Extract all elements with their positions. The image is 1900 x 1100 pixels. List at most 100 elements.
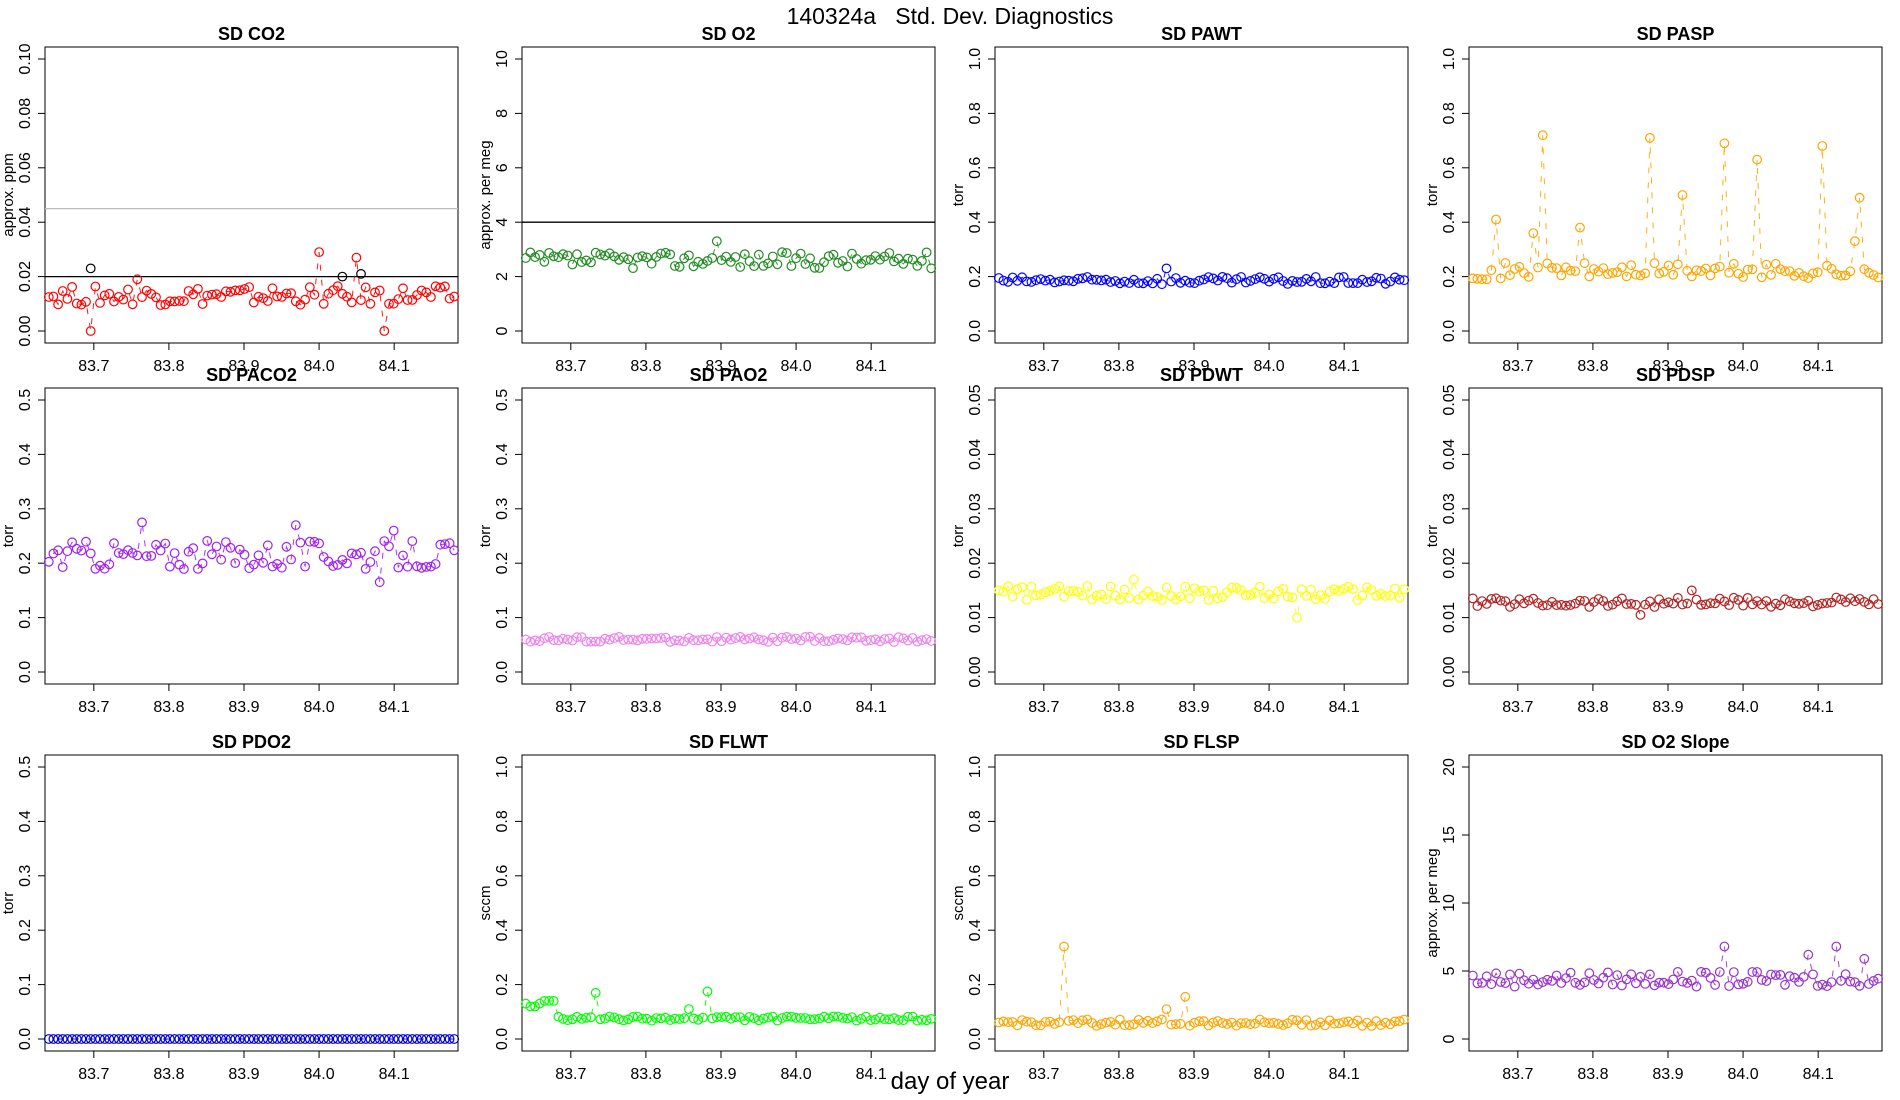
data-point — [234, 1034, 245, 1044]
data-point — [435, 539, 446, 550]
data-point — [430, 1034, 441, 1044]
data-point — [398, 550, 408, 561]
data-point — [1854, 594, 1865, 604]
data-point — [618, 1015, 629, 1026]
data-point — [688, 1013, 699, 1024]
data-point — [1477, 274, 1487, 285]
data-point — [1523, 271, 1534, 282]
x-tick-label: 83.7 — [1028, 699, 1059, 716]
data-point — [1654, 977, 1665, 988]
data-point — [1705, 973, 1716, 983]
data-point — [337, 1034, 348, 1044]
data-point — [1310, 1019, 1321, 1030]
y-tick-label: 0.08 — [17, 98, 34, 129]
data-point — [342, 291, 352, 302]
data-point — [1584, 271, 1595, 282]
data-point — [1840, 969, 1851, 980]
data-point — [1873, 973, 1884, 984]
data-point — [595, 1014, 606, 1025]
data-point — [1630, 599, 1641, 610]
data-point — [1495, 977, 1506, 987]
data-point — [1621, 271, 1632, 282]
data-point — [711, 1012, 722, 1023]
plot-frame — [44, 387, 459, 685]
data-point — [220, 1034, 231, 1044]
data-point — [398, 1034, 408, 1044]
data-point — [539, 996, 550, 1006]
data-point — [1124, 1020, 1135, 1031]
data-point — [1728, 258, 1739, 269]
data-point — [604, 1011, 615, 1022]
data-point — [670, 1013, 680, 1024]
chart-panel: SD PAO2 83.7 83.8 83.9 84.0 84.1 0.0 0.1 0.2 0.3 0… — [477, 365, 937, 716]
data-point — [1588, 264, 1599, 274]
data-point — [842, 1013, 853, 1024]
x-tick-label: 83.8 — [153, 1066, 184, 1083]
data-point — [805, 253, 815, 264]
data-point — [1710, 980, 1720, 990]
chart-panel: SD FLSP 83.7 83.8 83.9 84.0 84.1 0.0 0.2 0.4 0.6 0… — [950, 732, 1410, 1083]
data-point — [684, 1004, 694, 1014]
y-tick-label: 1.0 — [494, 756, 511, 778]
data-point — [1348, 584, 1358, 594]
x-tick-label: 83.9 — [228, 1066, 259, 1083]
data-point — [211, 1034, 222, 1044]
data-point — [642, 1013, 652, 1024]
x-tick-label: 83.8 — [1577, 358, 1608, 375]
data-point — [674, 261, 685, 272]
data-point — [272, 291, 283, 302]
data-point — [1357, 274, 1368, 285]
data-point — [1607, 979, 1618, 990]
data-point — [749, 632, 759, 643]
data-point — [1045, 274, 1055, 285]
y-tick-label: 0.8 — [494, 810, 511, 832]
data-point — [356, 547, 366, 558]
data-point — [856, 1013, 867, 1024]
y-tick-label: 0.4 — [494, 919, 511, 941]
data-point — [567, 259, 578, 270]
x-tick-label: 84.0 — [1254, 358, 1285, 375]
data-point — [1845, 976, 1856, 987]
data-point — [141, 1034, 152, 1044]
data-point — [1696, 967, 1706, 977]
data-point — [558, 249, 568, 260]
data-point — [1059, 275, 1069, 286]
data-point — [1575, 595, 1585, 606]
data-point — [85, 1034, 96, 1044]
data-point — [1054, 276, 1065, 287]
data-point — [567, 1014, 578, 1025]
data-point — [57, 286, 68, 296]
data-point — [1040, 275, 1051, 286]
data-point — [1175, 591, 1186, 602]
data-point — [206, 549, 217, 560]
data-point — [426, 292, 436, 302]
data-point — [1138, 278, 1149, 289]
data-point — [1264, 1018, 1274, 1028]
data-point — [1045, 586, 1055, 596]
data-point — [346, 548, 357, 559]
data-point — [1329, 584, 1340, 595]
data-point — [865, 1015, 876, 1025]
data-point — [1649, 258, 1660, 269]
data-point — [164, 296, 175, 307]
data-point — [430, 559, 441, 569]
data-point — [1579, 977, 1590, 988]
data-point — [1175, 1018, 1186, 1029]
data-point — [1808, 268, 1818, 279]
data-point — [1282, 591, 1293, 602]
data-point — [155, 545, 166, 556]
x-tick-label: 83.7 — [1028, 358, 1059, 375]
data-point — [600, 250, 610, 261]
x-tick-label: 83.8 — [630, 358, 661, 375]
data-point — [1565, 967, 1576, 978]
data-point — [1021, 276, 1032, 287]
data-point — [1644, 969, 1655, 980]
data-point — [1728, 592, 1739, 603]
data-point — [440, 539, 450, 549]
data-point — [1654, 268, 1665, 279]
y-tick-label: 0.2 — [967, 265, 984, 287]
data-point — [1031, 590, 1041, 601]
series-line — [998, 579, 1405, 618]
data-point — [43, 1034, 54, 1044]
data-point — [809, 262, 820, 273]
